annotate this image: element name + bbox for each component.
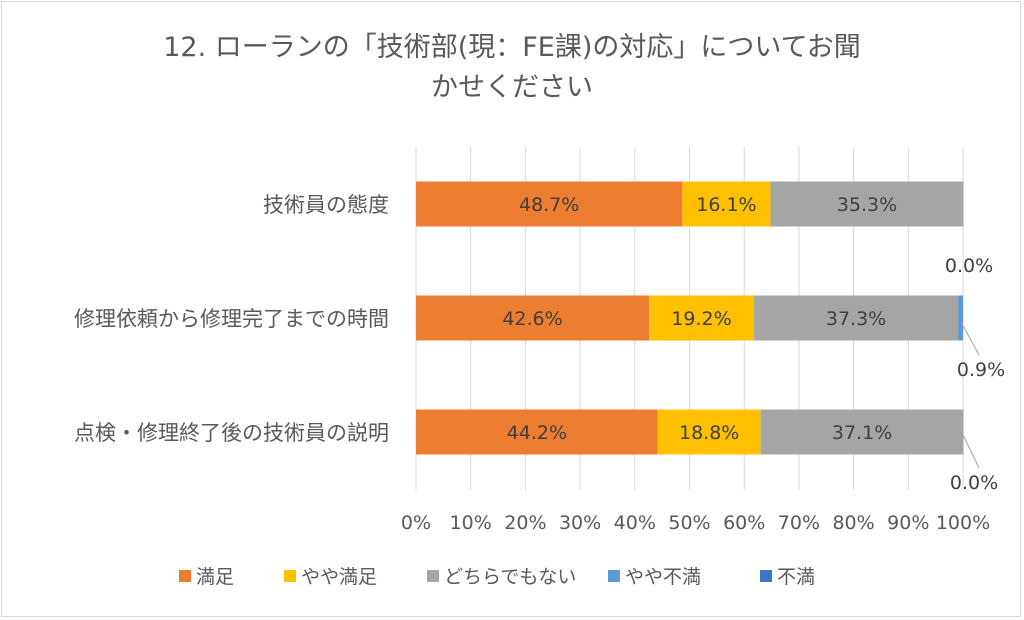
bar-segment [682,181,771,227]
x-tick-label: 70% [778,512,820,534]
bar-segment [416,295,650,341]
bars: 48.7% 16.1% 35.3% 42.6% 19.2% 37.3% 0.0% 0.9% 44… [416,181,1005,494]
leader-line [963,435,980,469]
legend-label: やや不満 [625,566,701,588]
x-axis-ticks: 0% 10% 20% 30% 40% 50% 60% 70% 80% 90% 100% [401,512,990,534]
x-tick-label: 20% [504,512,546,534]
data-label: 37.3% [826,308,886,330]
legend: 満足 やや満足 どちらでもない やや不満 不満 [179,566,815,588]
legend-label: どちらでもない [444,566,576,588]
data-label: 18.8% [679,422,739,444]
data-label: 37.1% [832,422,892,444]
legend-label: 満足 [196,566,234,588]
bar-segment [649,295,755,341]
legend-swatch [284,570,296,582]
bar-segment [657,409,761,455]
data-label: 0.0% [945,255,993,277]
x-tick-label: 30% [559,512,601,534]
x-tick-label: 100% [936,512,990,534]
data-label: 35.3% [837,194,897,216]
x-tick-label: 80% [832,512,874,534]
legend-swatch [427,570,439,582]
x-tick-label: 50% [668,512,710,534]
x-tick-label: 10% [450,512,492,534]
category-label: 点検・修理終了後の技術員の説明 [74,421,389,445]
legend-swatch [608,570,620,582]
data-label: 44.2% [507,422,567,444]
legend-swatch [179,570,191,582]
title-line: 12. ローランの「技術部(現：FE課)の対応」についてお聞 [163,32,861,63]
legend-label: 不満 [777,566,815,588]
data-label: 48.7% [519,194,579,216]
x-tick-label: 40% [614,512,656,534]
legend-swatch [760,570,772,582]
data-label: 19.2% [671,308,731,330]
category-label: 修理依頼から修理完了までの時間 [74,307,389,331]
bar-segment [416,181,683,227]
bar-segment [958,295,963,341]
x-tick-label: 60% [723,512,765,534]
bar-segment [760,409,964,455]
data-label: 0.0% [950,472,998,494]
leader-line [960,321,980,356]
bar-segment [416,409,658,455]
legend-label: やや満足 [301,566,377,588]
title-line: かせください [431,72,593,103]
bar-segment [754,295,959,341]
category-label: 技術員の態度 [263,193,389,217]
bar-segment [770,181,964,227]
data-label: 42.6% [502,308,562,330]
data-label: 16.1% [696,194,756,216]
data-label: 0.9% [957,359,1005,381]
x-tick-label: 0% [401,512,431,534]
x-tick-label: 90% [887,512,929,534]
